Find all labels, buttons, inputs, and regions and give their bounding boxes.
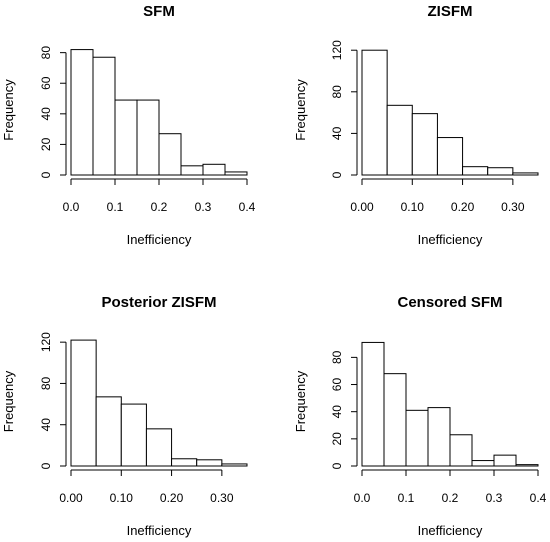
histogram-bar <box>405 409 429 467</box>
histogram-bar <box>449 434 473 467</box>
x-tick-label: 0.3 <box>195 200 212 214</box>
histogram-bar <box>515 464 539 467</box>
y-tick-label: 80 <box>330 350 344 364</box>
x-tick-label: 0.1 <box>398 491 415 505</box>
x-tick-label: 0.0 <box>63 200 80 214</box>
histogram-bar <box>180 165 204 176</box>
x-axis-label: Inefficiency <box>127 523 192 538</box>
x-tick-label: 0.10 <box>401 200 425 214</box>
y-tick-label: 40 <box>39 418 53 432</box>
y-axis-label: Frequency <box>1 370 16 432</box>
y-axis-label: Frequency <box>1 79 16 141</box>
histogram-bar <box>224 171 248 176</box>
y-tick-label: 40 <box>39 107 53 121</box>
y-axis-label: Frequency <box>293 79 308 141</box>
y-tick-label: 80 <box>39 376 53 390</box>
histogram-bar <box>427 407 451 467</box>
x-tick-label: 0.4 <box>530 491 547 505</box>
histogram-bar <box>383 373 407 467</box>
histogram-bar <box>196 459 223 467</box>
x-tick-label: 0.20 <box>160 491 184 505</box>
histogram-panel-1: SFM 0.0 0.1 0.2 0.3 0.4 0 20 40 60 80 Inefficiency F… <box>1 3 256 247</box>
y-axis-label: Frequency <box>293 370 308 432</box>
histogram-bar <box>92 56 116 176</box>
histogram-bar <box>487 167 514 176</box>
histogram-bar <box>361 49 388 176</box>
y-tick-label: 0 <box>330 171 344 178</box>
x-axis-label: Inefficiency <box>418 232 483 247</box>
y-tick-label: 80 <box>39 46 53 60</box>
y-tick-label: 40 <box>330 405 344 419</box>
histogram-bar <box>70 49 94 176</box>
y-tick-label: 0 <box>330 462 344 469</box>
x-tick-label: 0.30 <box>210 491 234 505</box>
y-tick-label: 60 <box>39 76 53 90</box>
panel-title: Censored SFM <box>397 294 502 311</box>
histogram-bar <box>136 99 160 176</box>
y-tick-label: 80 <box>330 85 344 99</box>
y-tick-label: 60 <box>330 378 344 392</box>
x-tick-label: 0.00 <box>350 200 374 214</box>
y-tick-label: 40 <box>330 126 344 140</box>
histogram-bar <box>436 137 464 176</box>
histogram-bar <box>120 403 147 467</box>
x-axis-label: Inefficiency <box>127 232 192 247</box>
histogram-bar <box>202 163 226 176</box>
histogram-panel-3: Posterior ZISFM 0.00 0.10 0.20 0.30 0 40 80 120 I… <box>1 294 248 538</box>
panel-title: ZISFM <box>428 3 473 20</box>
histogram-bar <box>512 172 539 176</box>
x-tick-label: 0.3 <box>486 491 503 505</box>
y-tick-label: 0 <box>39 462 53 469</box>
histogram-bar <box>145 428 173 467</box>
x-tick-label: 0.2 <box>442 491 459 505</box>
histogram-bar <box>70 339 97 467</box>
x-tick-label: 0.4 <box>239 200 256 214</box>
histogram-bar <box>493 454 517 467</box>
x-tick-label: 0.10 <box>110 491 134 505</box>
x-tick-label: 0.30 <box>501 200 525 214</box>
y-tick-label: 20 <box>330 432 344 446</box>
y-tick-label: 20 <box>39 137 53 151</box>
histogram-bar <box>114 99 138 176</box>
histogram-bar <box>361 341 385 467</box>
histogram-bar <box>158 133 182 176</box>
histogram-panel-2: ZISFM 0.00 0.10 0.20 0.30 0 40 80 120 Inefficienc… <box>293 3 539 247</box>
histogram-bar <box>462 166 489 176</box>
histogram-bar <box>171 458 198 467</box>
x-tick-label: 0.00 <box>59 491 83 505</box>
histogram-bar <box>221 463 248 467</box>
panel-title: Posterior ZISFM <box>101 294 216 311</box>
x-tick-label: 0.20 <box>451 200 475 214</box>
histogram-bar <box>411 113 438 176</box>
y-tick-label: 0 <box>39 171 53 178</box>
histogram-bar <box>95 396 122 467</box>
panel-title: SFM <box>143 3 175 20</box>
x-tick-label: 0.2 <box>151 200 168 214</box>
y-tick-label: 120 <box>330 40 344 60</box>
x-axis-label: Inefficiency <box>418 523 483 538</box>
x-tick-label: 0.0 <box>354 491 371 505</box>
histogram-panel-4: Censored SFM 0.0 0.1 0.2 0.3 0.4 0 20 40 60 80 Inef… <box>293 294 547 538</box>
y-tick-label: 120 <box>39 332 53 352</box>
histogram-bar <box>386 104 413 176</box>
histogram-bar <box>471 460 495 467</box>
x-tick-label: 0.1 <box>107 200 124 214</box>
